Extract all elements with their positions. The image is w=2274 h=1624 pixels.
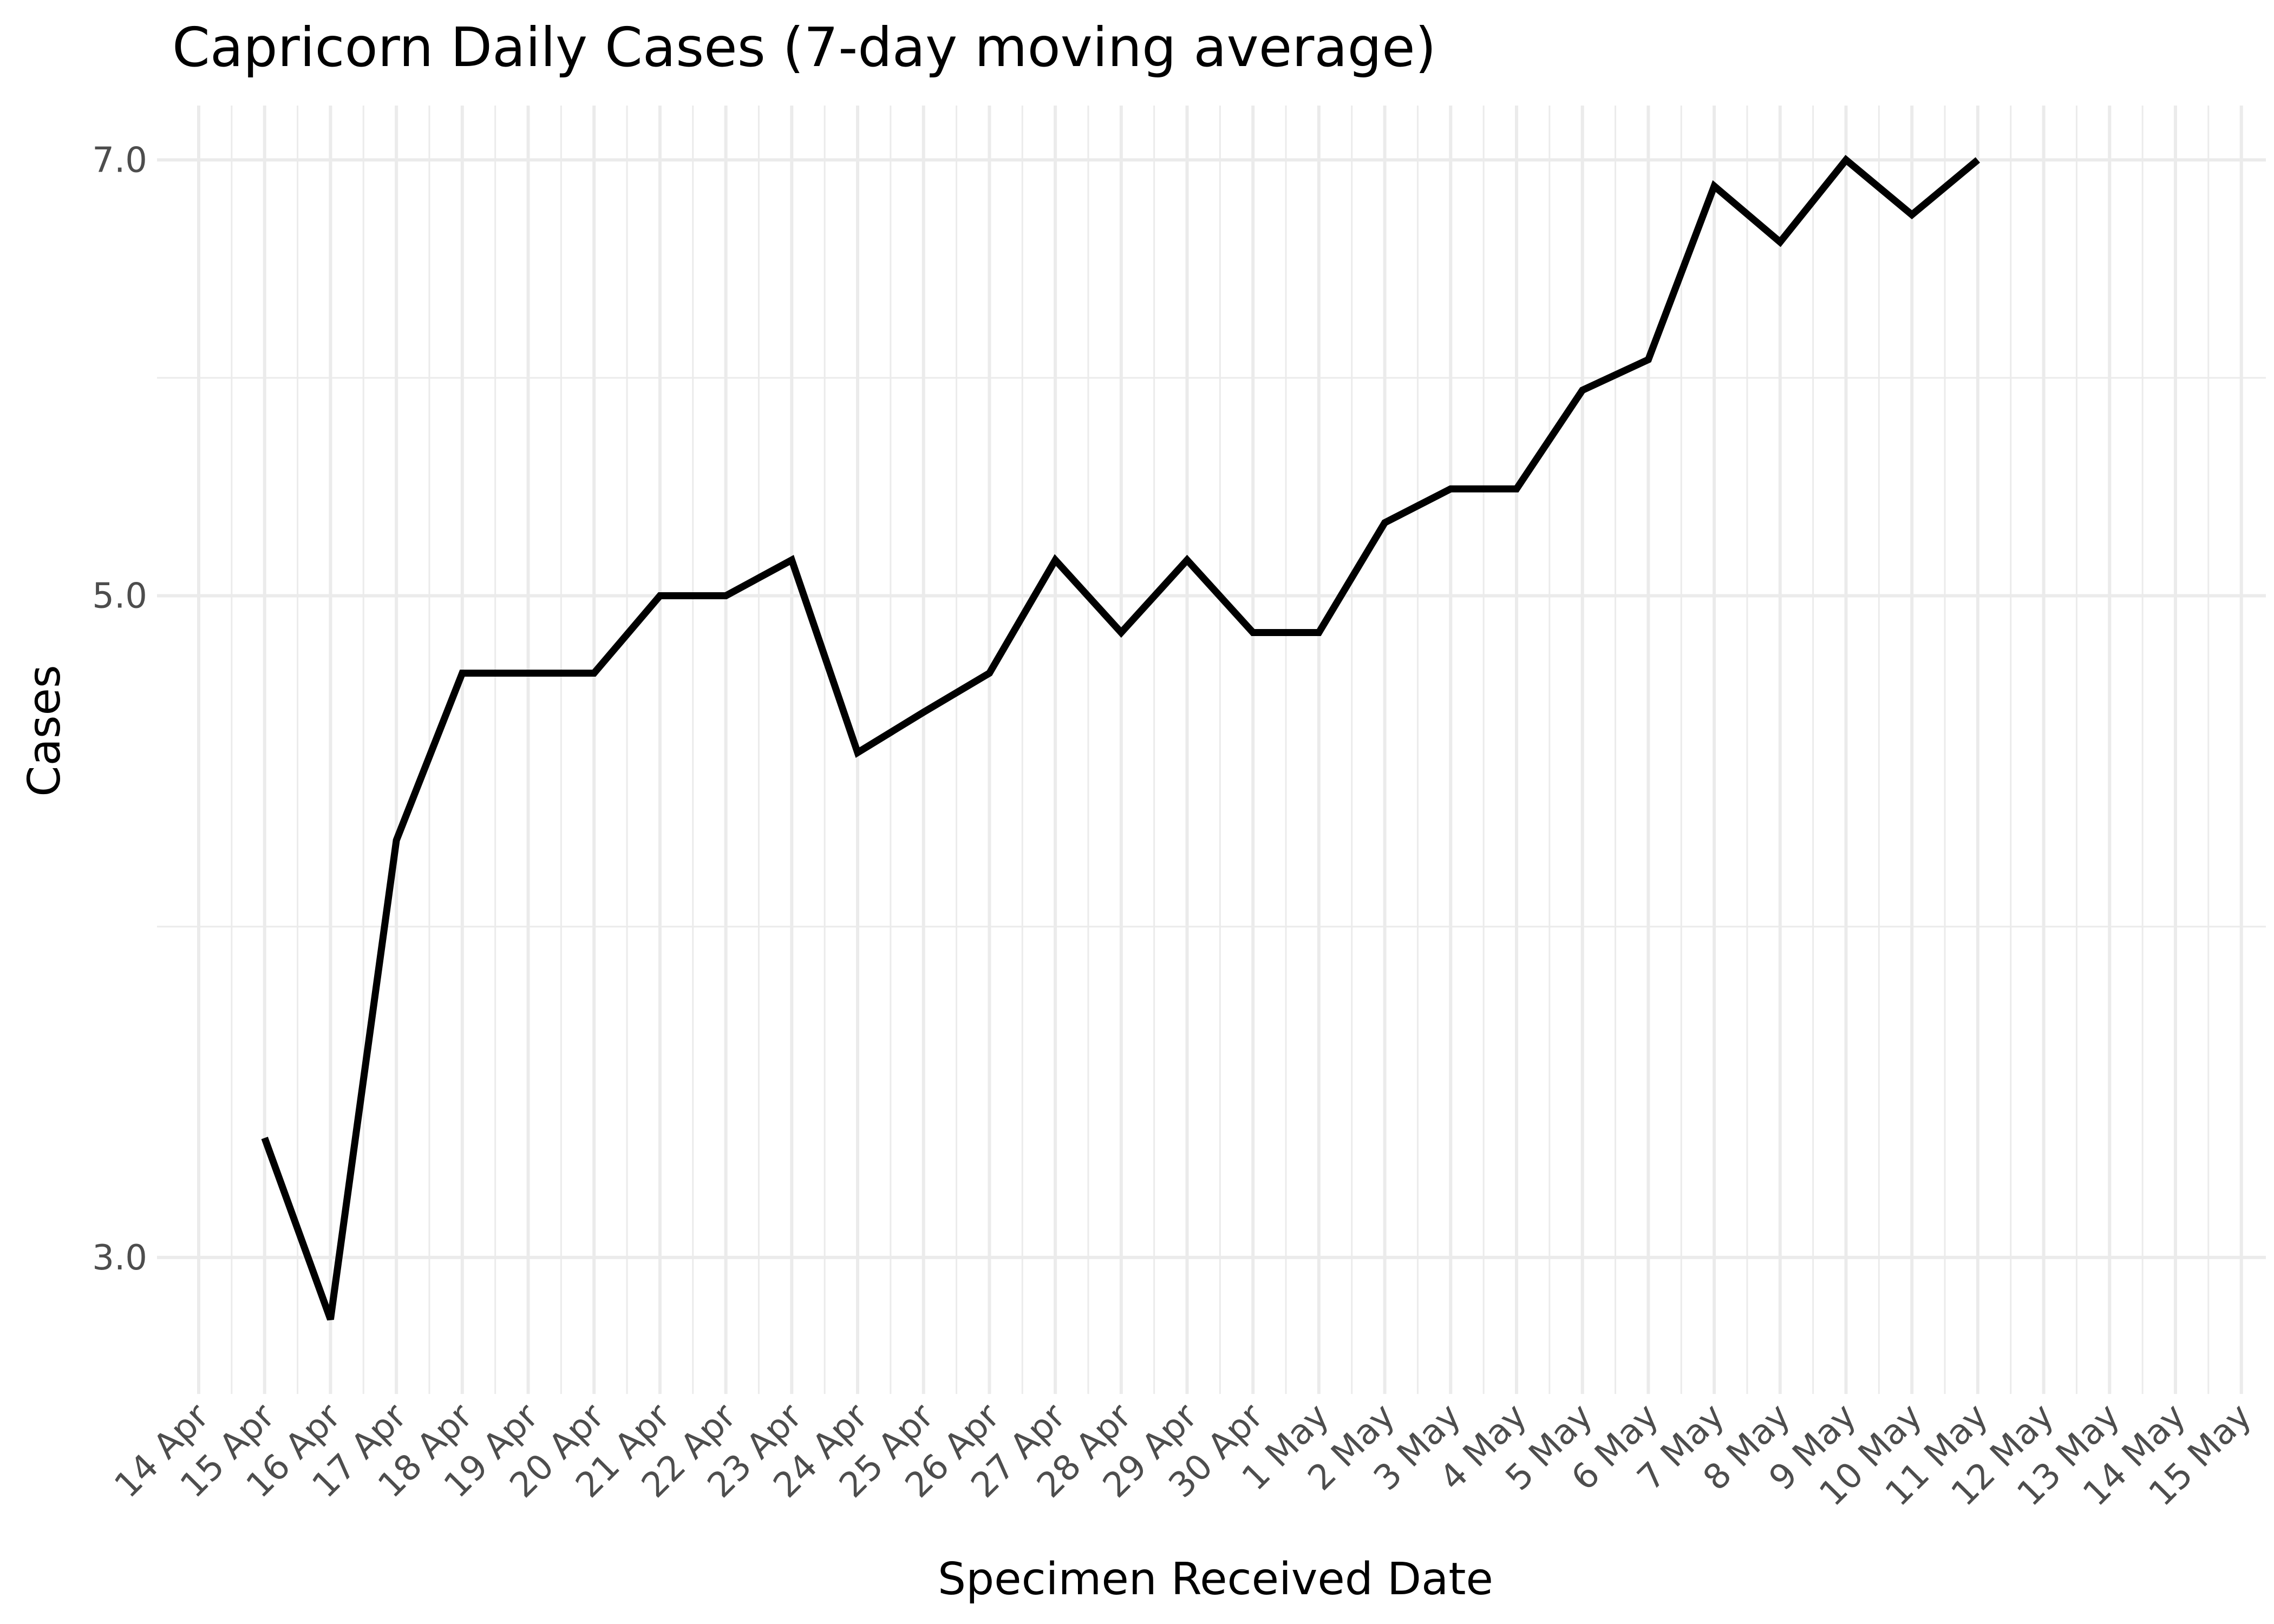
series-line bbox=[261, 155, 1981, 1321]
y-tick-label: 5.0 bbox=[92, 577, 147, 617]
series-layer bbox=[261, 155, 1981, 1321]
x-axis-title: Specimen Received Date bbox=[938, 1554, 1493, 1605]
chart-title: Capricorn Daily Cases (7-day moving aver… bbox=[172, 16, 1436, 79]
y-axis-title: Cases bbox=[19, 665, 70, 796]
y-tick-label: 7.0 bbox=[92, 140, 147, 180]
y-axis-ticks: 3.0 5.0 7.0 bbox=[92, 140, 147, 1278]
y-tick-label: 3.0 bbox=[92, 1238, 147, 1278]
plot-grid bbox=[157, 106, 2266, 1394]
